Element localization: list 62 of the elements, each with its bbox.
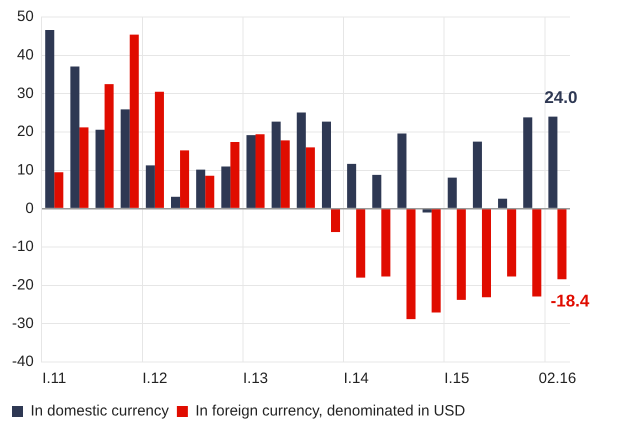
bar: [196, 170, 206, 208]
bar: [448, 178, 457, 208]
y-tick-label: 50: [16, 8, 34, 26]
bar: [356, 209, 366, 278]
bar: [256, 134, 265, 208]
bar: [296, 112, 306, 208]
bar: [272, 122, 281, 208]
bar: [322, 122, 331, 208]
bar: [372, 174, 382, 208]
bar: [205, 176, 214, 208]
bar: [523, 117, 532, 208]
data-label: 24.0: [544, 88, 578, 107]
legend-label: In domestic currency: [30, 402, 170, 420]
y-tick-label: 10: [16, 161, 34, 178]
bar: [347, 164, 356, 208]
bar: [331, 209, 340, 232]
y-tick-label: 30: [16, 84, 34, 102]
x-tick-label: I.11: [42, 370, 66, 388]
bar: [104, 84, 114, 208]
y-tick-label: 40: [16, 46, 34, 64]
bar: [422, 209, 432, 212]
bar: [406, 209, 416, 320]
bar: [306, 147, 315, 208]
bar: [507, 209, 516, 277]
bar: [230, 142, 240, 208]
x-tick-label: I.15: [444, 370, 470, 388]
bar: [482, 209, 492, 298]
data-label: -18.4: [550, 291, 590, 310]
bar: [532, 209, 542, 296]
x-tick-label: I.13: [243, 370, 268, 388]
y-tick-label: -20: [12, 276, 34, 294]
y-tick-label: 20: [16, 123, 34, 140]
bar: [548, 116, 558, 208]
bar: [280, 140, 290, 208]
x-tick-label: I.14: [344, 370, 369, 388]
bar: [70, 66, 80, 208]
bar: [170, 196, 180, 208]
bar: [54, 172, 64, 208]
x-tick-label: 02.16: [538, 370, 576, 388]
bar: [381, 209, 390, 277]
bar: [154, 92, 164, 208]
bar: [498, 198, 508, 208]
bar: [180, 150, 190, 208]
bar: [472, 142, 482, 208]
y-tick-label: -10: [12, 238, 34, 256]
bar: [130, 34, 139, 208]
bar: [221, 166, 230, 208]
bar: [432, 209, 441, 313]
bar: [96, 130, 105, 208]
bar: [120, 109, 130, 208]
y-tick-label: -40: [12, 353, 34, 370]
bar: [146, 165, 155, 208]
bar: [45, 30, 54, 208]
bar: [456, 209, 466, 300]
y-tick-label: -30: [12, 314, 34, 332]
legend-label: In foreign currency, denominated in USD: [195, 402, 466, 420]
x-tick-label: I.12: [142, 370, 168, 388]
y-tick-label: 0: [25, 200, 34, 217]
bar: [557, 209, 566, 280]
bar: [79, 127, 88, 208]
bar: [397, 134, 406, 208]
bar: [246, 135, 256, 208]
